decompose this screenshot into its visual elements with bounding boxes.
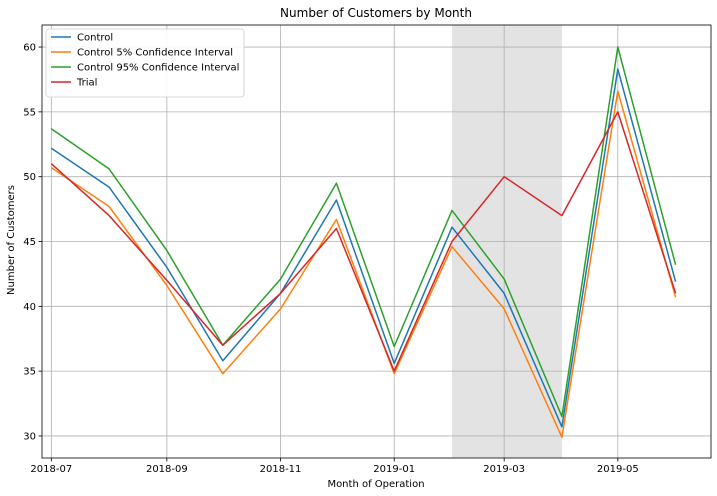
x-axis-label: Month of Operation — [327, 479, 424, 490]
series-line-control — [50, 68, 677, 428]
y-axis-label: Number of Customers — [6, 185, 17, 295]
x-tick-label: 2018-07 — [30, 464, 72, 475]
series-line-trial — [50, 111, 677, 372]
y-tick-label: 60 — [23, 43, 36, 54]
legend-label: Trial — [76, 78, 97, 89]
y-tick-label: 50 — [23, 172, 36, 183]
chart-title: Number of Customers by Month — [280, 6, 472, 20]
series-line-control-95-confidence-interval — [50, 46, 677, 418]
y-tick-label: 55 — [23, 107, 36, 118]
y-tick-label: 30 — [23, 431, 36, 442]
y-tick-label: 45 — [23, 237, 36, 248]
x-tick-label: 2019-05 — [597, 464, 639, 475]
y-tick-label: 40 — [23, 302, 36, 313]
legend-label: Control 5% Confidence Interval — [77, 48, 233, 59]
x-tick-label: 2019-03 — [483, 464, 525, 475]
series-line-control-5-confidence-interval — [50, 90, 677, 439]
legend-box — [45, 28, 245, 98]
x-tick-label: 2019-01 — [373, 464, 415, 475]
legend-label: Control 95% Confidence Interval — [77, 63, 239, 74]
y-tick-label: 35 — [23, 367, 36, 378]
legend: Control Control 5% Confidence Interval Con… — [45, 28, 245, 98]
x-tick-label: 2018-11 — [260, 464, 302, 475]
legend-label: Control — [77, 33, 113, 44]
x-tick-label: 2018-09 — [146, 464, 188, 475]
